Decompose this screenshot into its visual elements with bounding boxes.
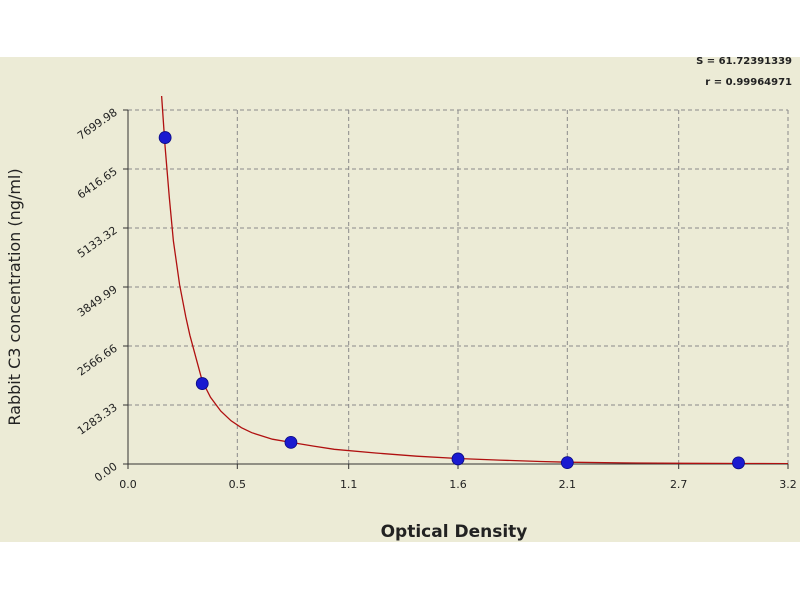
s-statistic: S = 61.72391339 — [696, 56, 792, 67]
y-tick-label: 3849.99 — [75, 283, 120, 320]
x-tick-label: 0.5 — [229, 478, 247, 491]
y-tick-label: 6416.65 — [75, 165, 120, 202]
chart-svg: 0.0 0.5 1.1 1.6 2.1 2.7 3.2 0.00 1283.33 2566.66 3… — [5, 96, 797, 542]
y-tick-label: 5133.32 — [75, 224, 120, 261]
data-point — [284, 435, 298, 449]
x-axis-title: Optical Density — [381, 522, 528, 542]
data-point — [451, 452, 465, 466]
y-axis-title: Rabbit C3 concentration (ng/ml) — [5, 168, 24, 425]
x-tick-label: 2.1 — [559, 478, 577, 491]
y-tick-label: 7699.98 — [75, 106, 120, 143]
fit-curve — [160, 96, 788, 464]
data-point — [158, 131, 172, 144]
data-point — [732, 456, 745, 470]
x-tick-label: 3.2 — [779, 478, 797, 491]
chart-figure: S = 61.72391339 r = 0.99964971 0.0 0.5 1.1… — [0, 56, 800, 542]
data-point — [195, 377, 209, 390]
x-tick-label: 0.0 — [119, 478, 137, 491]
x-tick-label: 2.7 — [670, 478, 688, 491]
y-tick-label: 1283.33 — [75, 401, 120, 438]
r-statistic: r = 0.99964971 — [705, 77, 792, 88]
y-tick-label: 2566.66 — [75, 342, 120, 379]
x-tick-label: 1.6 — [449, 478, 467, 491]
x-tick-label: 1.1 — [340, 478, 358, 491]
data-point — [560, 456, 574, 470]
y-tick-label: 0.00 — [92, 460, 120, 485]
